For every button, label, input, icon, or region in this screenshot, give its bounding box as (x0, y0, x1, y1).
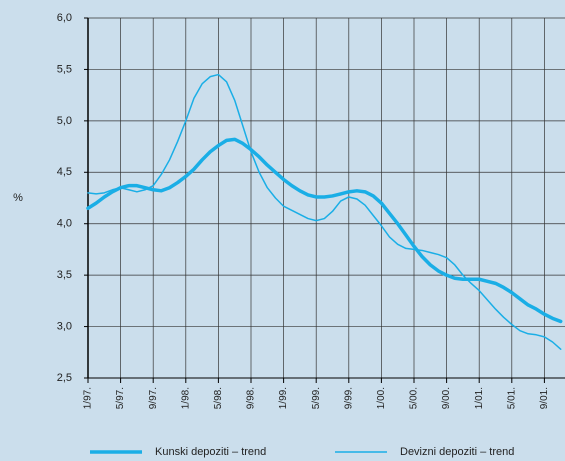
x-tick-label: 1/99. (278, 387, 289, 409)
legend-label: Kunski depoziti – trend (155, 446, 266, 458)
x-tick-label: 5/00. (409, 387, 420, 409)
y-tick-label: 3,0 (57, 320, 72, 332)
y-tick-label: 2,5 (57, 372, 72, 384)
x-tick-label: 9/98. (246, 387, 257, 409)
x-tick-label: 5/99. (311, 387, 322, 409)
legend-label: Devizni depoziti – trend (400, 446, 514, 458)
x-tick-label: 5/97. (115, 387, 126, 409)
x-tick-label: 1/97. (83, 387, 94, 409)
y-tick-label: 4,0 (57, 218, 72, 230)
x-tick-label: 5/01. (506, 387, 517, 409)
y-tick-label: 5,0 (57, 115, 72, 127)
series-line (86, 137, 563, 324)
y-tick-label: 3,5 (57, 269, 72, 281)
x-tick-label: 1/01. (474, 387, 485, 409)
x-tick-label: 9/01. (539, 387, 550, 409)
y-tick-label: 6,0 (57, 12, 72, 24)
y-tick-label: 5,5 (57, 63, 72, 75)
y-axis-label: % (13, 192, 23, 204)
x-tick-label: 9/99. (343, 387, 354, 409)
y-tick-label: 4,5 (57, 166, 72, 178)
x-tick-label: 1/00. (376, 387, 387, 409)
series-line (87, 73, 562, 350)
x-tick-label: 5/98. (213, 387, 224, 409)
x-tick-label: 9/97. (148, 387, 159, 409)
x-tick-label: 1/98. (180, 387, 191, 409)
x-tick-label: 9/00. (441, 387, 452, 409)
